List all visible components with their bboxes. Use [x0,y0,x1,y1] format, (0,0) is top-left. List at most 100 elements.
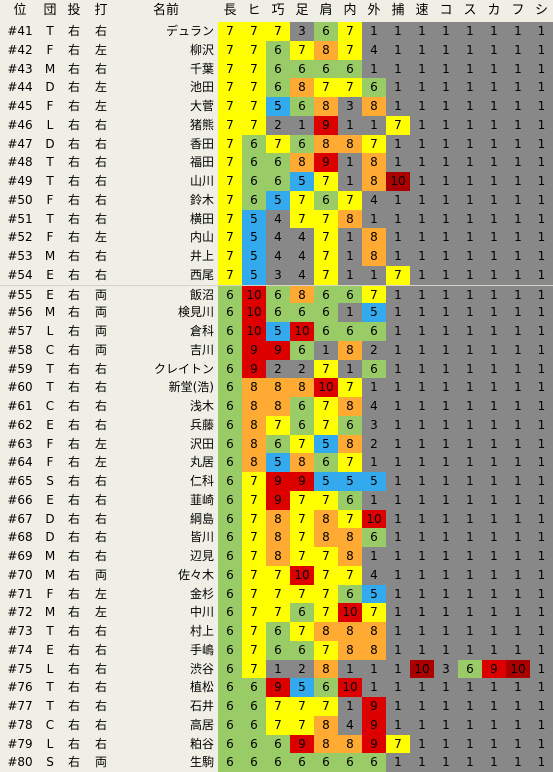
player-number: #43 [7,61,33,76]
stat-cell-捕: 1 [386,640,410,660]
player-team: D [45,530,55,545]
player-number: #74 [7,642,33,657]
stat-cell-内: 6 [338,322,362,341]
player-throws: 右 [67,530,80,545]
stat-cell-捕: 1 [386,603,410,622]
stat-cell-足: 6 [290,640,314,660]
stat-cell-ヒ: 6 [242,172,266,191]
player-row: #42 F 右左柳沢 7 7 6 7 8 7 4 1 1 1 1 1 1 1 [0,40,553,60]
stat-cell-フ: 1 [506,322,530,341]
stat-cell-長: 7 [218,97,242,116]
player-throws: 右 [67,211,80,226]
player-throws: 右 [67,287,80,302]
stat-cell-カ: 1 [482,753,506,772]
stat-cell-内: 7 [338,190,362,210]
stat-cell-足: 6 [290,97,314,116]
stat-cell-足: 6 [290,397,314,416]
player-bats: 右 [94,192,107,207]
stat-cell-長: 6 [218,340,242,360]
stat-cell-カ: 1 [482,453,506,472]
stat-cell-外: 9 [362,697,386,716]
player-throws: 右 [67,136,80,151]
stat-cell-フ: 1 [506,209,530,229]
player-throws: 右 [67,567,80,582]
player-bats: 右 [94,155,107,170]
stat-cell-シ: 1 [530,190,553,210]
player-throws: 右 [67,474,80,488]
stat-cell-速: 1 [410,247,434,266]
player-name: 中川 [189,605,214,620]
stat-cell-ヒ: 7 [242,547,266,566]
stat-cell-カ: 1 [482,359,506,379]
stat-cell-巧: 8 [266,397,290,416]
player-team: M [44,605,56,620]
player-number: #58 [7,342,33,357]
stat-cell-外: 8 [362,228,386,247]
player-team: F [46,42,54,57]
stat-cell-肩: 9 [314,115,338,135]
player-name: 沢田 [189,436,214,451]
stat-cell-カ: 1 [482,472,506,491]
stat-cell-ス: 1 [458,322,482,341]
stat-cell-足: 7 [290,547,314,566]
player-name: 植松 [189,680,214,695]
stat-cell-ヒ: 8 [242,415,266,435]
player-team: M [44,61,56,76]
stat-cell-ヒ: 5 [242,228,266,247]
stat-cell-フ: 1 [506,190,530,210]
stat-cell-巧: 7 [266,565,290,585]
stat-cell-速: 1 [410,472,434,491]
stat-cell-ス: 1 [458,285,482,305]
stat-cell-ス: 1 [458,565,482,585]
stat-cell-ス: 1 [458,697,482,716]
player-name: 検見川 [177,305,214,320]
player-bats: 右 [94,136,107,151]
stat-cell-長: 7 [218,22,242,41]
stat-cell-肩: 6 [314,190,338,210]
stat-cell-巧: 5 [266,190,290,210]
stat-cell-足: 4 [290,265,314,285]
stat-cell-ス: 1 [458,78,482,97]
player-number: #42 [7,42,33,57]
player-team: C [45,342,55,357]
stat-cell-速: 1 [410,415,434,435]
player-throws: 右 [67,305,80,320]
player-name: クレイトン [153,361,214,376]
stat-cell-シ: 1 [530,715,553,735]
stat-cell-長: 6 [218,603,242,622]
stat-cell-長: 6 [218,715,242,735]
stat-cell-フ: 1 [506,134,530,154]
player-number: #51 [7,211,33,226]
stat-cell-速: 1 [410,753,434,772]
player-team: E [46,267,54,282]
player-bats: 両 [94,305,107,320]
stat-cell-コ: 1 [434,509,458,529]
stat-cell-シ: 1 [530,565,553,585]
stat-cell-コ: 1 [434,472,458,491]
stat-cell-ヒ: 6 [242,734,266,754]
player-number: #61 [7,399,33,413]
stat-cell-ス: 1 [458,528,482,547]
stat-cell-捕: 1 [386,659,410,679]
stat-cell-カ: 1 [482,603,506,622]
stat-cell-肩: 7 [314,640,338,660]
stat-cell-コ: 1 [434,622,458,641]
stat-cell-内: 1 [338,228,362,247]
player-name: 井上 [189,249,214,263]
player-bats: 右 [94,549,107,563]
stat-cell-コ: 1 [434,285,458,305]
stat-cell-フ: 1 [506,228,530,247]
stat-cell-ス: 1 [458,134,482,154]
stat-cell-外: 1 [362,547,386,566]
stat-cell-外: 1 [362,59,386,79]
player-team: D [45,136,55,151]
stat-cell-コ: 1 [434,247,458,266]
stat-cell-捕: 1 [386,247,410,266]
stat-cell-速: 1 [410,78,434,97]
player-bats: 左 [94,605,107,620]
player-bats: 両 [94,342,107,357]
stat-cell-肩: 8 [314,509,338,529]
stat-cell-巧: 9 [266,490,290,510]
header-stat-12: フ [511,3,525,18]
player-row: #46 L 右右猪熊 7 7 2 1 9 1 1 7 1 1 1 1 1 1 [0,115,553,135]
